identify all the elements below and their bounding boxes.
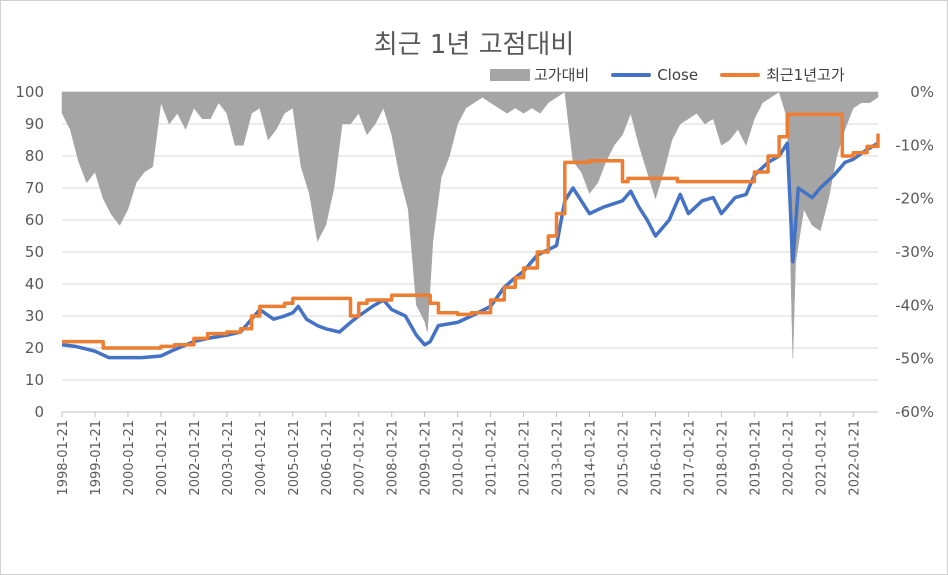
y-left-tick-10: 10 [25,371,44,389]
y-left-tick-60: 60 [25,211,44,229]
y-left-tick-100: 100 [15,83,44,101]
x-tick-2003-01-21: 2003-01-21 [221,420,236,496]
y-left-tick-20: 20 [25,339,44,357]
x-tick-2007-01-21: 2007-01-21 [353,420,368,496]
x-tick-2017-01-21: 2017-01-21 [682,420,697,496]
x-tick-2022-01-21: 2022-01-21 [847,420,862,496]
legend-label-close: Close [657,65,699,84]
x-tick-2009-01-21: 2009-01-21 [419,420,434,496]
legend-item-year-high: 최근1년고가 [720,64,845,85]
legend-swatch-close [611,72,652,77]
x-tick-2015-01-21: 2015-01-21 [617,420,632,496]
y-right-tick--40%: -40% [895,296,934,314]
x-tick-2014-01-21: 2014-01-21 [584,420,599,496]
x-tick-2010-01-21: 2010-01-21 [452,420,467,496]
x-tick-2001-01-21: 2001-01-21 [155,420,170,496]
x-tick-2006-01-21: 2006-01-21 [320,420,335,496]
legend-label-year-high: 최근1년고가 [766,66,845,84]
x-tick-1999-01-21: 1999-01-21 [89,420,104,496]
chart-title: 최근 1년 고점대비 [373,30,575,60]
x-tick-2011-01-21: 2011-01-21 [485,420,500,496]
x-tick-2012-01-21: 2012-01-21 [518,420,533,496]
x-tick-2018-01-21: 2018-01-21 [715,420,730,496]
x-axis-ticks: 1998-01-21 1999-01-21 2000-01-21 2001-01-21… [56,420,862,496]
y-left-tick-50: 50 [25,243,44,261]
axes [61,411,878,417]
x-tick-2013-01-21: 2013-01-21 [551,420,566,496]
x-tick-2005-01-21: 2005-01-21 [287,420,302,496]
x-tick-2000-01-21: 2000-01-21 [122,420,137,496]
x-tick-2016-01-21: 2016-01-21 [650,420,665,496]
y-left-tick-80: 80 [25,147,44,165]
y-right-tick--30%: -30% [895,243,934,261]
x-tick-2002-01-21: 2002-01-21 [188,420,203,496]
y-right-tick-0%: 0% [910,83,934,101]
y-left-tick-0: 0 [34,403,44,421]
x-tick-2008-01-21: 2008-01-21 [386,420,401,496]
x-tick-2004-01-21: 2004-01-21 [254,420,269,496]
y-axis-left-ticks: 0 10 20 30 40 50 60 70 80 90 100 [15,83,44,421]
line-series [61,112,880,360]
x-tick-2020-01-21: 2020-01-21 [781,420,796,496]
x-tick-2021-01-21: 2021-01-21 [814,420,829,496]
x-tick-2019-01-21: 2019-01-21 [748,420,763,496]
area-series-high-ratio [61,91,879,359]
area-high-ratio [61,91,879,359]
x-tick-1998-01-21: 1998-01-21 [56,420,71,496]
y-right-tick--60%: -60% [895,403,934,421]
gridlines [62,91,878,381]
legend-item-close: Close [611,66,698,84]
y-left-tick-90: 90 [25,115,44,133]
y-left-tick-40: 40 [25,275,44,293]
legend-swatch-year-high [720,72,761,77]
y-right-tick--50%: -50% [895,350,934,368]
legend-label-high-ratio: 고가대비 [534,66,590,84]
y-right-tick--20%: -20% [895,190,934,208]
legend-item-high-ratio: 고가대비 [490,64,589,85]
y-left-tick-70: 70 [25,179,44,197]
y-left-tick-30: 30 [25,307,44,325]
line-year-high [62,112,880,350]
legend: 고가대비 Close 최근1년고가 [490,64,867,85]
y-right-tick--10%: -10% [895,136,934,154]
legend-swatch-high-ratio [490,68,530,81]
y-axis-right-ticks: 0% -10% -20% -30% -40% -50% -60% [895,83,934,421]
